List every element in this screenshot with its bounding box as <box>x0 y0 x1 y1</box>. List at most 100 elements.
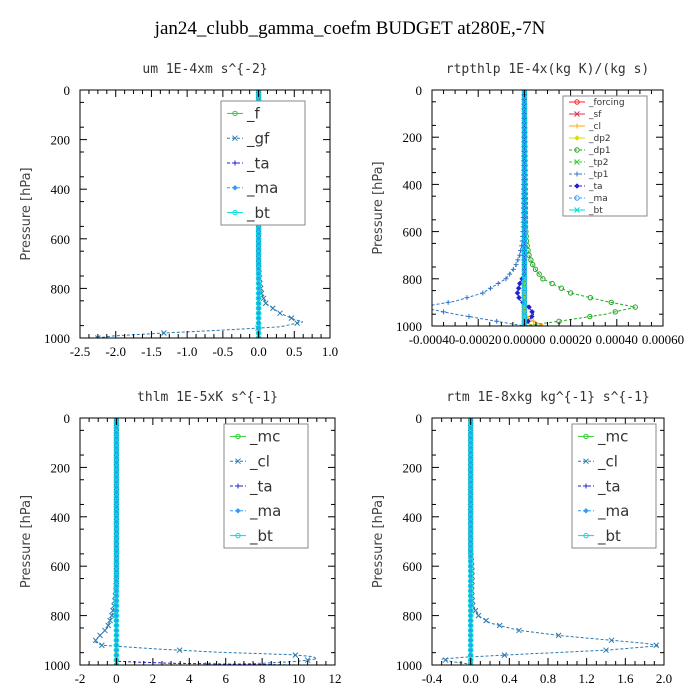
legend-marker <box>232 110 238 117</box>
data-point <box>255 290 262 297</box>
data-point <box>113 543 120 550</box>
data-point <box>113 523 120 530</box>
data-point <box>531 323 537 326</box>
data-point <box>467 553 474 560</box>
data-point <box>472 607 479 614</box>
y-tick-label: 200 <box>403 460 423 475</box>
y-tick-label: 1000 <box>396 658 422 673</box>
data-point <box>494 318 500 324</box>
y-tick-label: 400 <box>51 510 71 525</box>
x-tick-label: 2 <box>150 671 157 686</box>
data-point <box>441 309 447 315</box>
y-tick-label: 200 <box>403 130 423 145</box>
data-point <box>521 176 528 183</box>
legend-marker <box>574 159 580 165</box>
panel-title: um 1E-4xm s^{-2} <box>142 62 267 77</box>
data-point <box>113 568 120 574</box>
legend-label: _mc <box>249 428 280 447</box>
y-axis-label: Pressure [hPa] <box>19 495 34 588</box>
data-point <box>467 469 474 476</box>
y-axis-label: Pressure [hPa] <box>371 495 386 588</box>
data-point <box>521 101 528 108</box>
data-point <box>113 484 120 490</box>
data-point <box>464 295 470 301</box>
data-point <box>113 593 120 599</box>
panel-title: thlm 1E-5xK s^{-1} <box>137 390 278 405</box>
legend-label: _ma <box>597 502 629 521</box>
data-point <box>113 652 120 658</box>
data-point <box>521 90 528 93</box>
legend-label: _dp2 <box>588 134 611 144</box>
data-point <box>255 315 262 321</box>
data-point <box>467 593 474 599</box>
legend-marker <box>235 433 241 440</box>
panel-4: rtm 1E-8xkg kg^{-1} s^{-1} Pressure [hPa]… <box>371 390 672 686</box>
legend-label: _bt <box>597 527 621 546</box>
x-tick-label: 0.8 <box>540 671 556 686</box>
y-tick-label: 1000 <box>44 658 70 673</box>
data-point <box>521 233 528 240</box>
data-point <box>515 257 521 263</box>
data-point <box>255 295 262 302</box>
data-point <box>99 642 105 649</box>
data-point <box>521 257 528 263</box>
legend-marker <box>235 532 241 539</box>
data-point <box>255 300 262 306</box>
panel-title: rtpthlp 1E-4x(kg K)/(kg s) <box>446 62 650 77</box>
data-point <box>587 294 594 301</box>
data-point <box>270 305 276 312</box>
data-point <box>467 598 474 604</box>
data-point <box>521 209 528 216</box>
data-point <box>521 153 528 159</box>
data-point <box>467 563 474 569</box>
data-point <box>109 612 115 619</box>
x-tick-label: 0.4 <box>501 671 518 686</box>
data-point <box>95 335 101 338</box>
data-point <box>113 454 120 461</box>
data-point <box>521 252 528 259</box>
data-point <box>521 190 528 197</box>
y-tick-label: 0 <box>416 411 423 426</box>
data-point <box>530 261 536 268</box>
data-point <box>442 657 449 663</box>
data-point <box>262 300 269 307</box>
data-point <box>113 435 120 441</box>
legend-marker <box>583 507 589 514</box>
legend-label: _ma <box>246 179 278 198</box>
legend-label: _f <box>246 105 261 124</box>
data-point <box>161 330 167 336</box>
data-point <box>521 299 528 306</box>
data-point <box>255 236 262 242</box>
data-point <box>467 603 474 609</box>
data-point <box>467 499 474 505</box>
data-point <box>113 583 120 589</box>
data-point <box>304 657 311 663</box>
data-point <box>521 143 528 150</box>
data-point <box>467 484 474 490</box>
data-point <box>260 295 267 302</box>
data-point <box>445 299 451 305</box>
data-point <box>113 598 120 604</box>
data-point <box>521 323 528 326</box>
data-point <box>277 310 283 317</box>
data-point <box>467 528 474 535</box>
data-point <box>467 627 474 634</box>
y-tick-label: 600 <box>403 559 423 574</box>
series-line-tp1 <box>432 90 525 326</box>
data-point <box>549 280 555 287</box>
data-point <box>113 627 120 634</box>
x-tick-label: 0.5 <box>286 344 302 359</box>
data-point <box>467 509 474 515</box>
data-point <box>113 514 120 520</box>
data-point <box>467 588 474 594</box>
data-point <box>467 454 474 461</box>
legend-marker <box>232 135 238 142</box>
data-point <box>113 538 120 545</box>
data-point <box>521 120 528 126</box>
legend: _forcing _sf _cl _dp2 _dp1 _tp2 _tp1 _ta _ma _bt <box>562 95 648 217</box>
legend: _mc _cl _ta _ma _bt <box>223 423 309 549</box>
data-point <box>113 499 120 505</box>
legend-marker <box>583 483 589 489</box>
data-point <box>521 172 528 178</box>
data-point <box>483 617 489 624</box>
